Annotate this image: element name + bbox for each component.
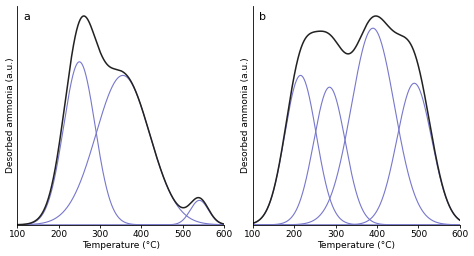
Y-axis label: Desorbed ammonia (a.u.): Desorbed ammonia (a.u.) bbox=[6, 57, 15, 173]
Text: b: b bbox=[259, 12, 266, 22]
X-axis label: Temperature (°C): Temperature (°C) bbox=[318, 241, 395, 250]
Text: a: a bbox=[24, 12, 30, 22]
X-axis label: Temperature (°C): Temperature (°C) bbox=[82, 241, 160, 250]
Y-axis label: Desorbed ammonia (a.u.): Desorbed ammonia (a.u.) bbox=[241, 57, 250, 173]
